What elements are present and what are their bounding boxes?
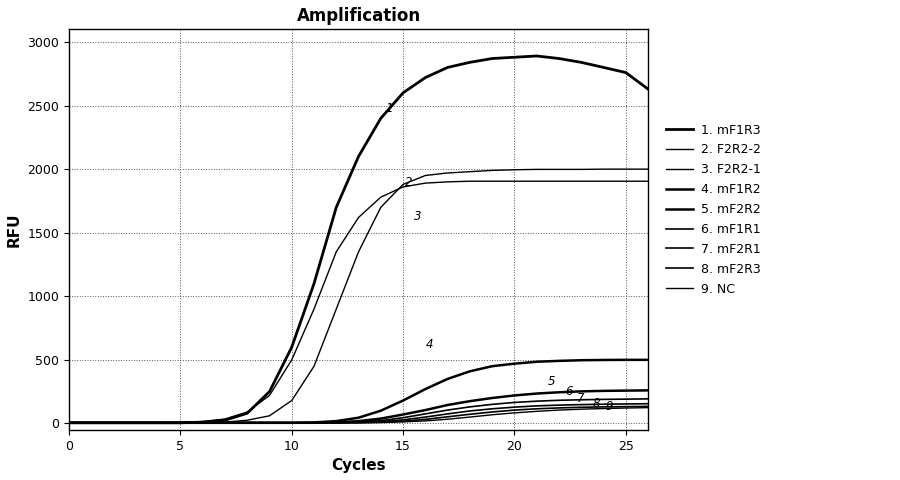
Text: 9: 9 [606,400,613,413]
Y-axis label: RFU: RFU [7,212,22,247]
Text: 1: 1 [385,102,392,115]
Title: Amplification: Amplification [296,7,420,25]
Text: 8: 8 [592,397,599,410]
Text: 7: 7 [577,392,584,405]
Text: 3: 3 [414,210,422,223]
Legend: 1. mF1R3, 2. F2R2-2, 3. F2R2-1, 4. mF1R2, 5. mF2R2, 6. mF1R1, 7. mF2R1, 8. mF2R3: 1. mF1R3, 2. F2R2-2, 3. F2R2-1, 4. mF1R2… [666,123,760,296]
Text: 2: 2 [405,176,413,189]
Text: 6: 6 [565,385,573,398]
X-axis label: Cycles: Cycles [331,458,386,473]
Text: 4: 4 [426,338,433,351]
Text: 5: 5 [548,375,555,388]
